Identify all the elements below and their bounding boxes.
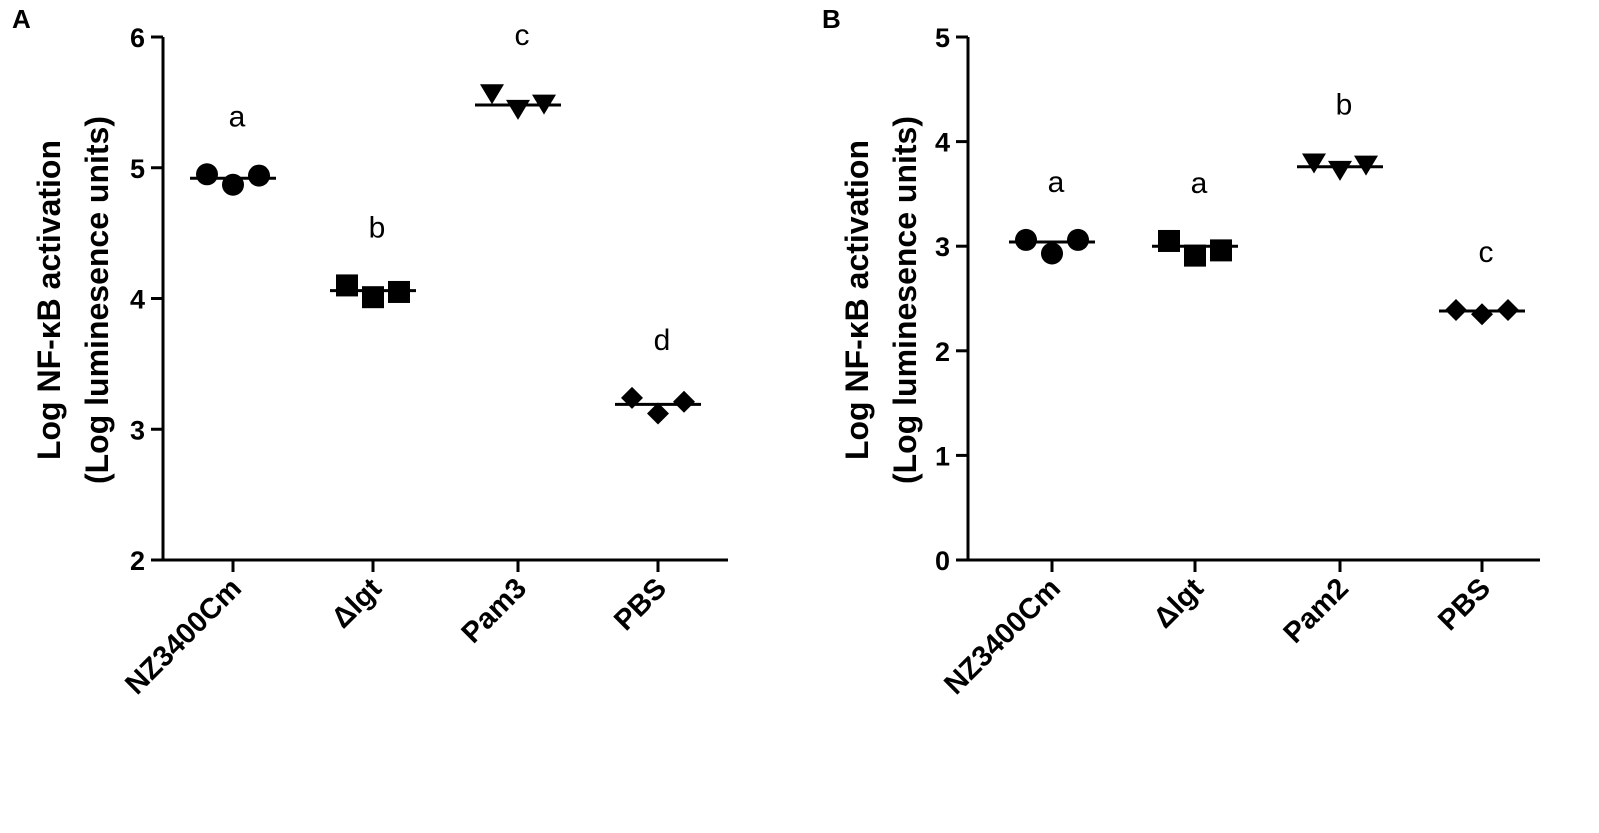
data-point bbox=[1210, 239, 1232, 262]
significance-letter: a bbox=[1048, 166, 1065, 199]
data-point bbox=[621, 386, 643, 409]
y-tick-label: 3 bbox=[935, 232, 950, 262]
data-point bbox=[1041, 242, 1063, 265]
panel-b-x-ticks: NZ3400Cm Δlgt Pam2 PBS bbox=[938, 560, 1497, 701]
x-category-label: NZ3400Cm bbox=[119, 572, 248, 701]
y-tick-label: 0 bbox=[935, 546, 950, 576]
data-point bbox=[1302, 153, 1326, 174]
data-point bbox=[196, 163, 218, 186]
x-category-label: Pam2 bbox=[1278, 572, 1355, 649]
panel-a-axes bbox=[161, 37, 728, 562]
data-point bbox=[222, 173, 244, 196]
data-point bbox=[506, 99, 530, 120]
x-category-label: PBS bbox=[608, 572, 673, 637]
y-tick-label: 3 bbox=[130, 415, 145, 445]
panel-b-ylabel-line2: (Log luminesence units) bbox=[887, 116, 923, 484]
data-point bbox=[1015, 228, 1037, 251]
panel-b-axes bbox=[966, 37, 1540, 562]
y-tick-label: 5 bbox=[935, 23, 950, 53]
significance-letter: a bbox=[1191, 167, 1208, 200]
panel-a: A Log NF-κB activation (Log luminesence … bbox=[12, 4, 728, 701]
y-tick-label: 5 bbox=[130, 154, 145, 184]
significance-letter: d bbox=[654, 324, 671, 357]
panel-b-label: B bbox=[822, 4, 841, 34]
y-tick-label: 4 bbox=[130, 285, 145, 315]
y-tick-label: 4 bbox=[935, 128, 950, 158]
y-tick-label: 2 bbox=[130, 546, 145, 576]
x-category-label: NZ3400Cm bbox=[938, 572, 1067, 701]
data-point bbox=[1497, 299, 1519, 322]
x-category-label: Pam3 bbox=[456, 572, 533, 649]
significance-letter: c bbox=[515, 19, 530, 52]
data-point bbox=[647, 402, 669, 425]
panel-b-y-ticks: 0 1 2 3 4 5 bbox=[935, 23, 968, 576]
data-point bbox=[248, 164, 270, 187]
significance-letter: c bbox=[1479, 236, 1494, 269]
x-category-label: PBS bbox=[1432, 572, 1497, 637]
significance-letter: a bbox=[229, 100, 246, 133]
y-tick-label: 1 bbox=[935, 441, 950, 471]
data-point bbox=[480, 84, 504, 105]
panel-b: B Log NF-κB activation (Log luminesence … bbox=[822, 4, 1540, 701]
panel-a-ylabel-line1: Log NF-κB activation bbox=[31, 140, 67, 460]
x-category-label: Δlgt bbox=[326, 572, 389, 635]
x-category-label: Δlgt bbox=[1148, 572, 1211, 635]
data-point bbox=[1067, 228, 1089, 251]
y-tick-label: 2 bbox=[935, 337, 950, 367]
data-point bbox=[1354, 155, 1378, 176]
data-point bbox=[1471, 303, 1493, 326]
panel-b-data: a a b c bbox=[1009, 89, 1525, 326]
data-point bbox=[388, 280, 410, 303]
panel-a-ylabel-line2: (Log luminesence units) bbox=[79, 116, 115, 484]
data-point bbox=[673, 390, 695, 413]
significance-letter: b bbox=[1336, 89, 1353, 122]
panel-a-data: a b c d bbox=[190, 19, 701, 425]
data-point bbox=[1184, 244, 1206, 267]
data-point bbox=[336, 274, 358, 297]
significance-letter: b bbox=[369, 211, 386, 244]
data-point bbox=[1328, 160, 1352, 181]
data-point bbox=[1445, 299, 1467, 322]
panel-a-x-ticks: NZ3400Cm Δlgt Pam3 PBS bbox=[119, 560, 673, 701]
data-point bbox=[532, 94, 556, 115]
panel-b-ylabel-line1: Log NF-κB activation bbox=[839, 140, 875, 460]
panel-a-y-ticks: 2 3 4 5 6 bbox=[130, 23, 163, 576]
y-tick-label: 6 bbox=[130, 23, 145, 53]
panel-a-label: A bbox=[12, 4, 31, 34]
data-point bbox=[362, 286, 384, 309]
data-point bbox=[1158, 229, 1180, 252]
